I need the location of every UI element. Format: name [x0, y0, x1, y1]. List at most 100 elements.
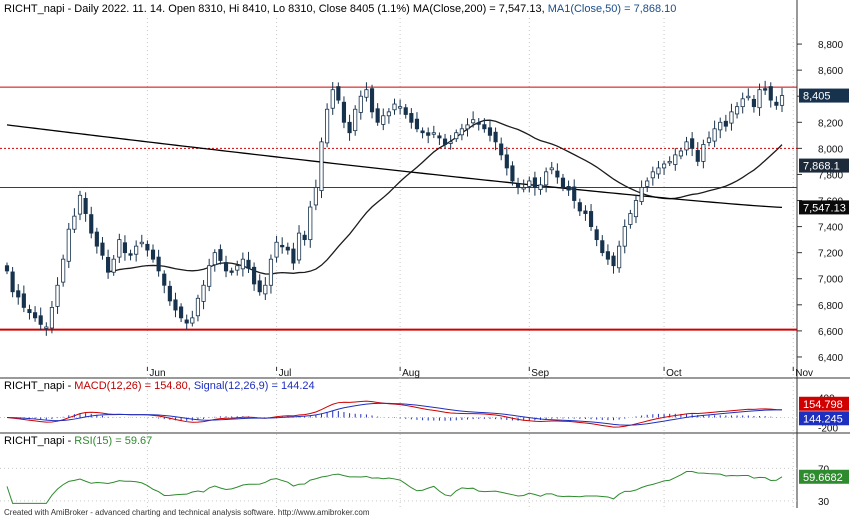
price-y-tick-label: 6,600 [818, 327, 843, 338]
month-label: Oct [666, 368, 682, 379]
candle-body [375, 108, 380, 123]
candle-body [471, 119, 476, 124]
candle-body [757, 89, 762, 109]
candle-body [510, 165, 515, 182]
candle-body [746, 95, 751, 99]
candle-body [296, 232, 302, 261]
candle-body [61, 258, 66, 283]
candle-body [723, 120, 728, 127]
candle-body [527, 180, 532, 187]
candle-body [661, 163, 667, 169]
candle-body [27, 309, 32, 314]
candle-body [89, 214, 94, 234]
candle-body [369, 88, 375, 113]
candle-body [487, 127, 493, 136]
candle-body [274, 241, 279, 258]
candle-body [386, 111, 391, 117]
candle-body [605, 251, 610, 260]
signal-badge: 144.245 [803, 413, 843, 425]
candle-body [712, 128, 717, 142]
candle-body [454, 132, 459, 140]
candle-body [280, 244, 285, 248]
candle-body [673, 154, 678, 165]
candle-body [515, 183, 521, 188]
candle-body [150, 249, 156, 260]
candle-body [774, 101, 779, 106]
signal-badge-bg [799, 411, 849, 426]
candle-body [263, 284, 268, 295]
candle-body [763, 88, 768, 91]
candle-body [706, 137, 712, 143]
grid-layer [146, 18, 794, 508]
candle-body [195, 297, 201, 317]
candle-body [768, 86, 773, 101]
candle-body [414, 118, 420, 130]
candle-body [179, 306, 184, 319]
month-label: Nov [795, 368, 813, 379]
candle-body [4, 265, 10, 272]
candle-body [218, 249, 223, 261]
candle-body [544, 171, 549, 186]
close-badge: 8,405 [803, 91, 831, 103]
candle-body [718, 121, 723, 131]
candle-body [431, 132, 436, 135]
candle-body [55, 284, 60, 307]
ma50-badge-bg [799, 158, 849, 173]
ma50-badge: 7,868.1 [803, 161, 840, 173]
candle-body [83, 198, 88, 214]
rsi-header: RICHT_napi - RSI(15) = 59.67 [4, 435, 152, 447]
candle-body [622, 226, 627, 247]
candle-body [100, 242, 105, 256]
price-header-ma200: MA(Close,200) = 7,547.13, [413, 3, 548, 15]
macd-header: RICHT_napi - MACD(12,26) = 154.80, Signa… [4, 380, 315, 392]
candle-body [252, 266, 257, 285]
macd-badge: 154.798 [803, 399, 843, 411]
macd-header-symbol: RICHT_napi - [4, 380, 74, 392]
candle-body [240, 258, 245, 270]
candle-body [538, 184, 543, 190]
candle-body [358, 95, 363, 113]
price-y-tick-label: 7,400 [818, 223, 843, 234]
candle-body [111, 258, 116, 273]
candle-body [583, 210, 588, 214]
price-y-tick-label: 8,600 [818, 66, 843, 77]
candle-body [695, 150, 700, 162]
candle-body [319, 141, 324, 192]
candle-body [257, 280, 262, 293]
candle-body [420, 130, 425, 134]
candle-body [353, 108, 358, 132]
rsi-badge: 59.6682 [803, 472, 843, 484]
month-label: Jun [149, 368, 165, 379]
price-header-symbol: RICHT_napi - Daily 2022. 11. 14. Open 83… [4, 3, 413, 15]
ma200-badge-bg [799, 200, 849, 215]
close-badge-bg [799, 88, 849, 103]
candle-body [285, 246, 290, 251]
candle-body [690, 138, 695, 149]
rsi-header-symbol: RICHT_napi - [4, 435, 74, 447]
candle-body [173, 299, 178, 311]
price-y-tick-label: 7,800 [818, 170, 843, 181]
candle-body [493, 131, 498, 143]
candle-body [476, 122, 481, 125]
candle-body [134, 245, 139, 255]
candle-body [77, 194, 83, 215]
month-label: Sep [531, 368, 549, 379]
candle-body [139, 241, 144, 245]
candle-body [341, 101, 347, 123]
candle-body [336, 86, 341, 101]
candle-body [201, 284, 206, 302]
candle-body [617, 245, 622, 269]
candle-body [49, 307, 55, 329]
candle-body [268, 258, 274, 286]
candle-body [122, 242, 128, 254]
candle-body [751, 98, 756, 108]
footer-credit: Created with AmiBroker - advanced charti… [4, 508, 370, 517]
candle-body [325, 108, 330, 144]
candle-body [729, 111, 734, 124]
price-y-tick-label: 7,200 [818, 249, 843, 260]
candle-body [409, 113, 414, 123]
candle-body [549, 167, 554, 171]
candle-body [645, 180, 650, 187]
macd-panel [0, 400, 797, 428]
candle-body [566, 186, 571, 191]
